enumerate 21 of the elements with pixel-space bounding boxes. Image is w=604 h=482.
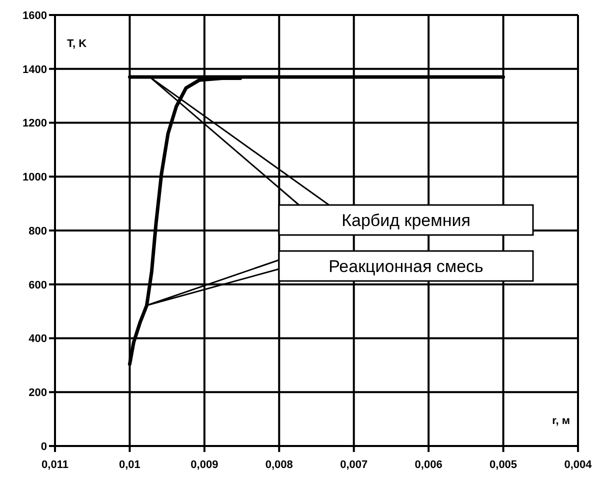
- x-tick-label: 0,007: [340, 458, 368, 471]
- x-axis-title: r, м: [552, 415, 570, 427]
- y-tick-label: 1600: [22, 10, 47, 22]
- text: Реакционная смесь: [328, 257, 484, 276]
- y-tick-label: 1400: [22, 64, 47, 76]
- y-tick-label: 400: [28, 333, 47, 346]
- y-tick-label: 1000: [22, 172, 47, 184]
- text: Карбид кремния: [342, 211, 470, 230]
- x-tick-label: 0,011: [42, 458, 68, 471]
- y-axis-title: T, K: [67, 38, 87, 50]
- y-tick-label: 800: [28, 225, 47, 238]
- x-tick-label: 0,005: [490, 458, 518, 471]
- x-tick-label: 0,004: [564, 458, 593, 471]
- y-tick-label: 1200: [22, 118, 47, 130]
- x-tick-label: 0,009: [190, 458, 218, 471]
- x-tick-label: 0,006: [414, 458, 442, 471]
- y-tick-label: 0: [40, 440, 47, 453]
- x-tick-label: 0,008: [265, 458, 293, 471]
- y-tick-label: 600: [28, 279, 47, 292]
- x-tick-label: 0,01: [119, 458, 140, 471]
- y-tick-label: 200: [28, 387, 47, 400]
